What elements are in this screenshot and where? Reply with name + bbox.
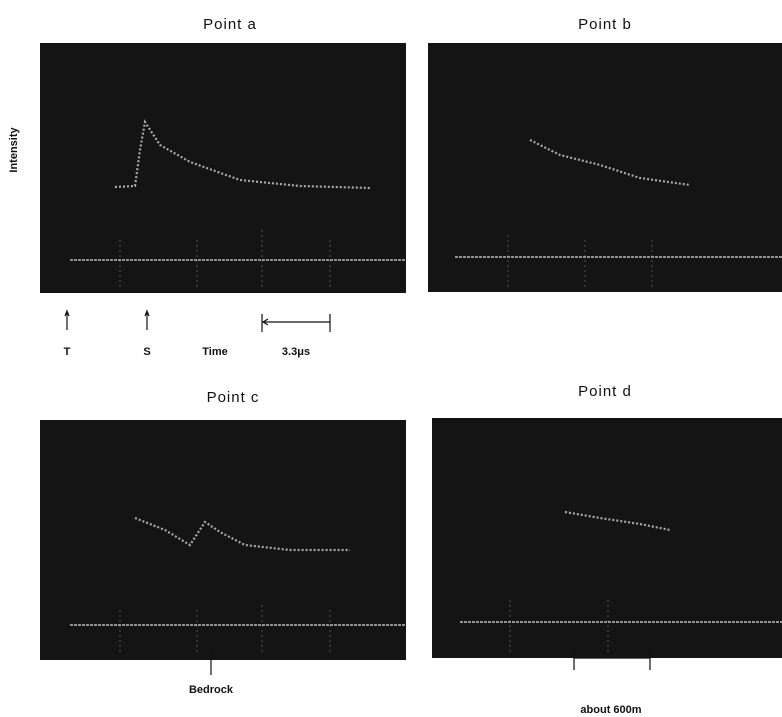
photo-c xyxy=(40,420,406,660)
panel-title: Point a xyxy=(203,16,257,33)
photo-d xyxy=(432,418,782,658)
scale-label: 3.3μs xyxy=(282,346,310,358)
photo-b xyxy=(428,43,782,292)
panel-title: Point d xyxy=(578,383,632,400)
panel-title: Point b xyxy=(578,16,632,33)
marker-label: S xyxy=(143,346,150,358)
panel-title: Point c xyxy=(207,389,260,406)
annotations xyxy=(64,309,651,675)
marker-label: T xyxy=(64,346,71,358)
photo-a xyxy=(40,43,406,293)
marker-label: Bedrock xyxy=(189,684,234,696)
scale-label: about 600m xyxy=(580,704,641,716)
marker-label: Time xyxy=(202,346,227,358)
y-label: Intensity xyxy=(8,127,20,173)
